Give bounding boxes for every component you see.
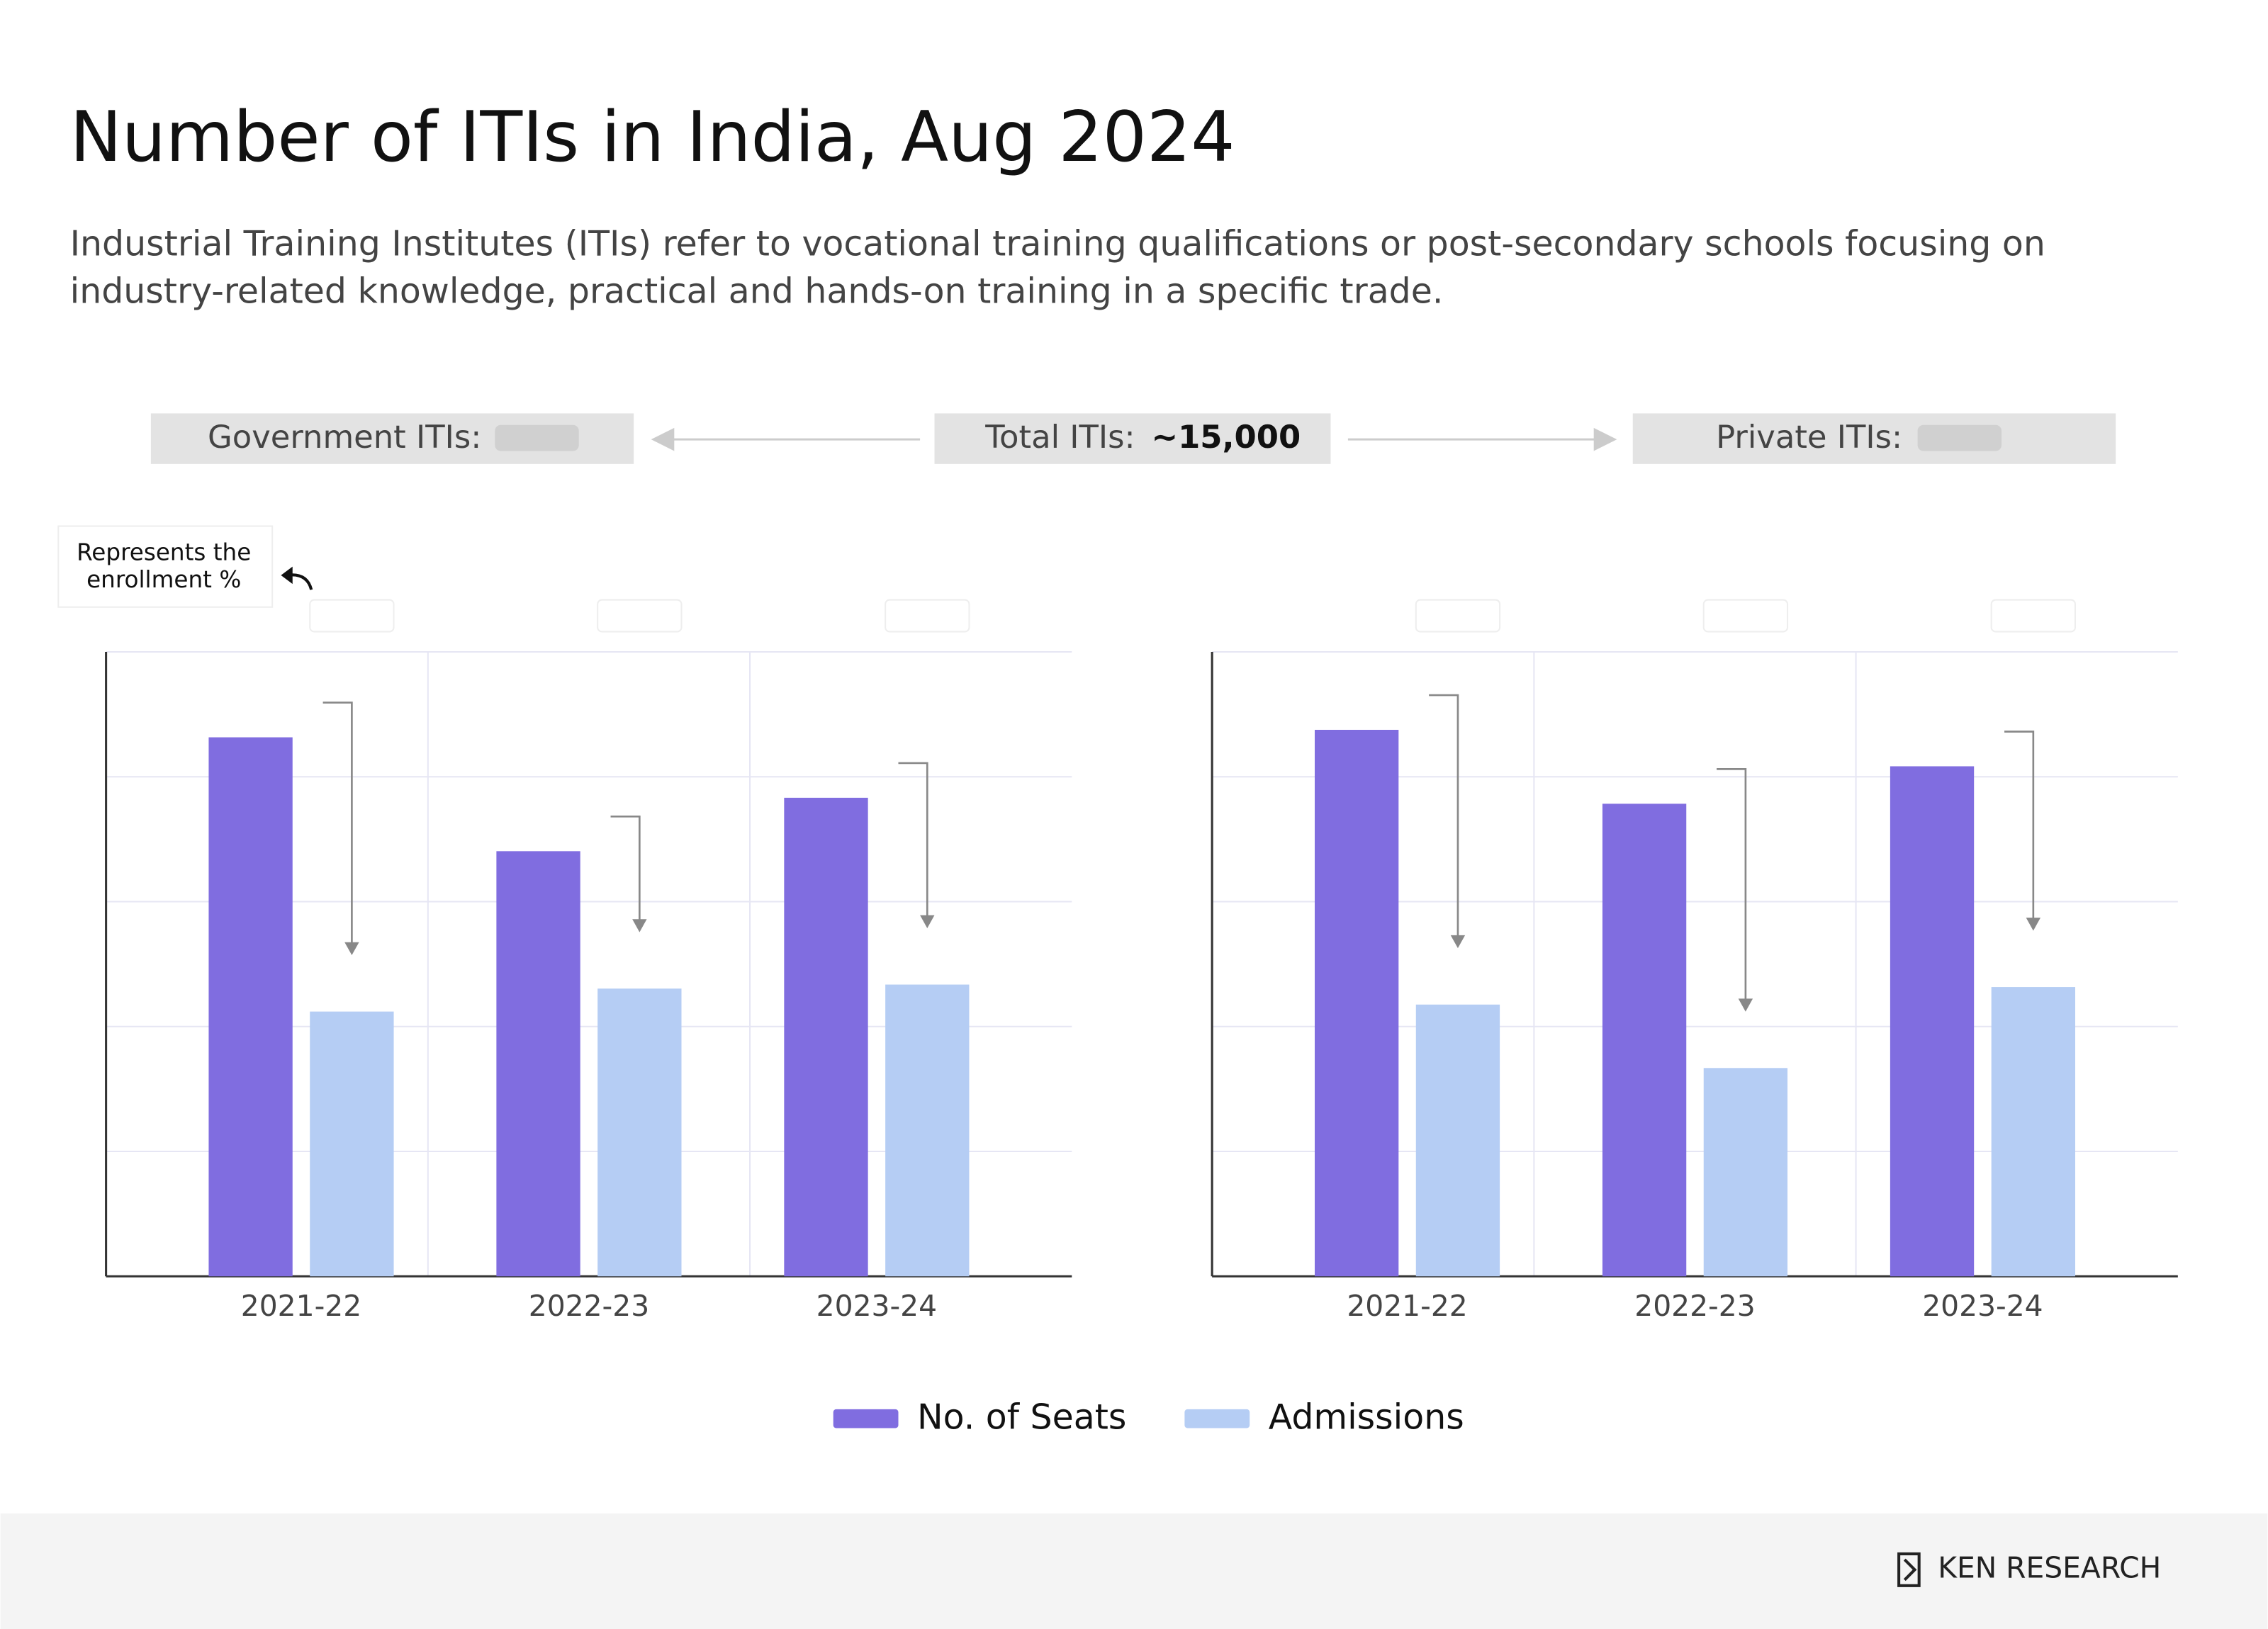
bar: [1602, 804, 1687, 1277]
badge: [1990, 599, 2077, 633]
x-tick-label: 2022-23: [529, 1289, 649, 1323]
title: Number of ITIs in India, Aug 2024: [70, 97, 1235, 178]
bar: [208, 737, 293, 1277]
summary-label: Government ITIs:: [208, 418, 481, 456]
blurred-value: [1917, 424, 2002, 451]
annotation: enrollment %: [86, 566, 241, 593]
legend-swatch: [1184, 1409, 1250, 1428]
arrow-head: [344, 942, 359, 956]
legend-swatch: [833, 1409, 899, 1428]
badge: [885, 599, 970, 633]
bar: [1703, 1068, 1788, 1277]
arrow: [1429, 694, 1459, 941]
x-tick-label: 2021-22: [241, 1289, 361, 1323]
arrow-head: [632, 919, 647, 932]
bar: [885, 984, 970, 1277]
plots: 2021-22 2022-23 2023-24 2021-22 2022-23 2023-…: [105, 599, 2178, 1323]
bar: [784, 797, 868, 1277]
bar: [1314, 729, 1399, 1277]
summary-box: [934, 413, 1331, 464]
arrow-head: [2026, 918, 2041, 931]
badge: [597, 599, 683, 633]
x-tick-label: 2021-22: [1347, 1289, 1467, 1323]
arrow-head: [920, 915, 935, 928]
badge: [1702, 599, 1789, 633]
arrow-head: [1593, 427, 1617, 451]
legend-label: No. of Seats: [917, 1397, 1126, 1438]
legend-label: Admissions: [1269, 1397, 1464, 1438]
badge: [309, 599, 395, 633]
arrow: [2004, 731, 2035, 924]
annotation: Represents the: [77, 539, 251, 565]
summary-label: Total ITIs:: [984, 418, 1135, 456]
x-tick-label: 2023-24: [1922, 1289, 2043, 1323]
footer: [0, 1513, 2268, 1629]
logo: KEN RESEARCH: [1938, 1550, 2161, 1584]
arrow: [1717, 768, 1747, 1005]
x-tick-label: 2023-24: [816, 1289, 937, 1323]
bar: [1415, 1004, 1500, 1277]
arrow-head: [1450, 935, 1466, 949]
summary-box: [1632, 413, 2116, 464]
annotation-arrow-head: [281, 566, 293, 585]
bar: [1991, 987, 2075, 1277]
subtitle: industry-related knowledge, practical an…: [70, 271, 1444, 312]
badge: [1415, 599, 1501, 633]
arrow: [610, 816, 641, 925]
x-tick-label: 2022-23: [1634, 1289, 1755, 1323]
arrow: [322, 701, 353, 948]
bar: [496, 851, 580, 1277]
summary-label: Private ITIs:: [1716, 418, 1902, 456]
blurred-value: [495, 424, 579, 451]
subtitle: Industrial Training Institutes (ITIs) re…: [70, 223, 2045, 264]
legend: No. of Seats Admissions: [833, 1397, 1464, 1438]
arrow: [898, 762, 928, 921]
bar: [1890, 766, 1975, 1277]
arrow-head: [1738, 998, 1753, 1012]
arrow-head: [651, 427, 675, 451]
summary-value: ~15,000: [1151, 418, 1301, 456]
logo-mark: [1897, 1552, 1921, 1587]
annotation-box: [57, 525, 274, 608]
bar: [597, 988, 682, 1277]
bar: [310, 1011, 394, 1277]
